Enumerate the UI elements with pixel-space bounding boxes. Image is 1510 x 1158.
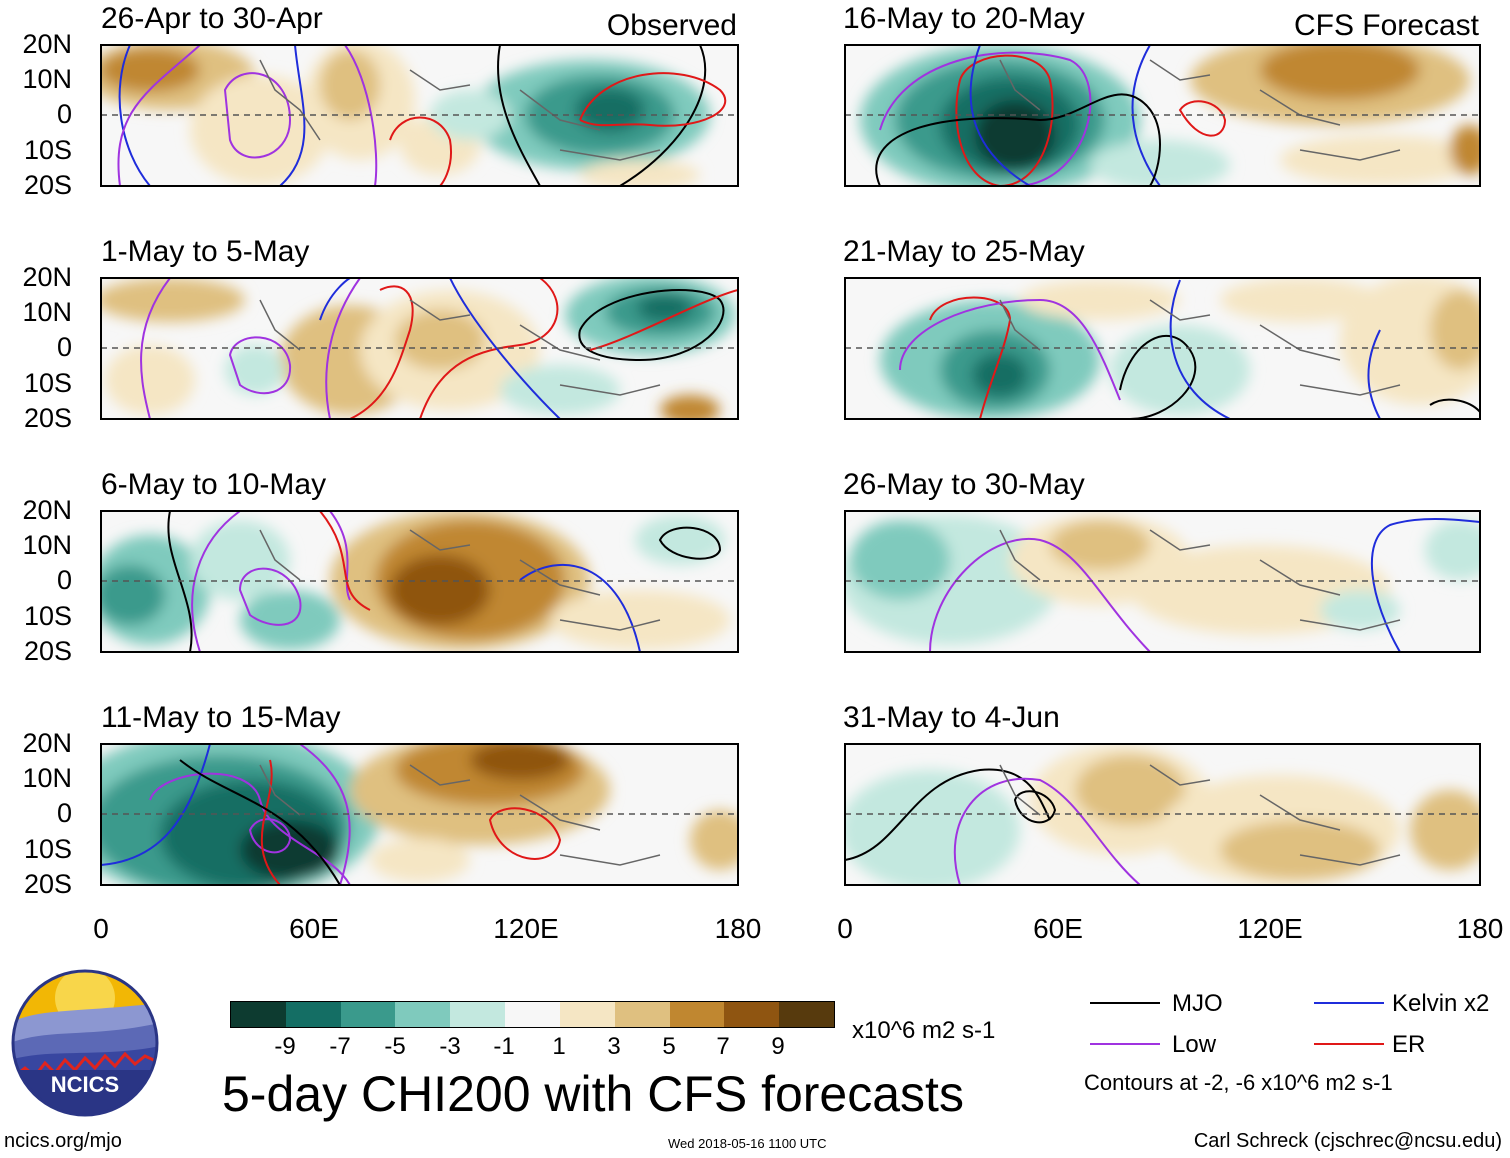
forecast-label: CFS Forecast	[1293, 9, 1479, 42]
ylabel-p4-10n: 10N	[22, 763, 72, 793]
colorbar-tick-2: -7	[329, 1033, 351, 1060]
ylabel-p2-0: 0	[56, 332, 72, 362]
ylabel-p2-10s: 10S	[23, 368, 72, 398]
panel-title-left-2: 1-May to 5-May	[101, 235, 310, 268]
colorbar-bin-9	[669, 1002, 725, 1027]
colorbar-tick-1: -9	[274, 1033, 296, 1060]
colorbar-bin-8	[614, 1002, 670, 1027]
ylabel-p1-20n: 20N	[22, 29, 72, 59]
map-panel-left-1	[100, 44, 739, 187]
ylabel-p3-20s: 20S	[23, 636, 72, 666]
colorbar-tick-9: 7	[716, 1033, 730, 1060]
colorbar-tick-3: -5	[384, 1033, 406, 1060]
colorbar-tick-7: 3	[607, 1033, 621, 1060]
panel-title-left-1: 26-Apr to 30-Apr	[101, 2, 323, 35]
colorbar-units: x10^6 m2 s-1	[852, 1017, 996, 1044]
ylabel-p2-20n: 20N	[22, 262, 72, 292]
colorbar-tick-5: -1	[493, 1033, 515, 1060]
ylabel-p1-20s: 20S	[23, 170, 72, 200]
panel-title-right-2: 21-May to 25-May	[843, 235, 1085, 268]
map-panel-right-3	[844, 510, 1481, 653]
ylabel-p1-10s: 10S	[23, 135, 72, 165]
ylabel-p3-20n: 20N	[22, 495, 72, 525]
ylabel-p2-20s: 20S	[23, 403, 72, 433]
colorbar-bin-5	[450, 1002, 506, 1027]
colorbar-bin-10	[724, 1002, 780, 1027]
main-title: 5-day CHI200 with CFS forecasts	[222, 1066, 964, 1122]
panel-title-left-3: 6-May to 10-May	[101, 468, 327, 501]
ylabel-p1-0: 0	[56, 99, 72, 129]
legend-label-er: ER	[1392, 1031, 1426, 1058]
map-panel-left-4	[100, 743, 739, 886]
colorbar-bin-1	[231, 1002, 286, 1027]
colorbar-bin-11	[779, 1002, 834, 1027]
logo-text: NCICS	[51, 1072, 119, 1097]
ylabel-p4-0: 0	[56, 798, 72, 828]
colorbar-tick-10: 9	[771, 1033, 785, 1060]
map-panel-right-1	[844, 44, 1481, 187]
xlabel-left-120e: 120E	[493, 913, 559, 944]
colorbar-tick-4: -3	[439, 1033, 461, 1060]
map-panel-left-2	[100, 277, 739, 420]
xlabel-right-60e: 60E	[1033, 913, 1083, 944]
colorbar-bin-2	[285, 1002, 341, 1027]
xlabel-left-60e: 60E	[289, 913, 339, 944]
colorbar-bin-3	[340, 1002, 396, 1027]
colorbar-bin-4	[395, 1002, 451, 1027]
ylabel-p3-10s: 10S	[23, 601, 72, 631]
colorbar-bin-7	[559, 1002, 615, 1027]
panel-title-right-3: 26-May to 30-May	[843, 468, 1085, 501]
legend-contour-note: Contours at -2, -6 x10^6 m2 s-1	[1084, 1070, 1393, 1095]
observed-label: Observed	[606, 9, 737, 42]
colorbar-tick-8: 5	[662, 1033, 676, 1060]
ylabel-p4-20s: 20S	[23, 869, 72, 899]
legend-label-mjo: MJO	[1172, 990, 1223, 1017]
map-panel-right-4	[844, 743, 1481, 886]
map-panel-left-3	[100, 510, 739, 653]
ylabel-p1-10n: 10N	[22, 64, 72, 94]
colorbar	[230, 1001, 835, 1028]
legend-line-kelvin	[1314, 1002, 1384, 1004]
ncics-logo: NCICS	[11, 969, 159, 1117]
xlabel-right-0: 0	[837, 913, 853, 944]
legend-line-mjo	[1090, 1002, 1160, 1004]
xlabel-left-180: 180	[714, 913, 762, 944]
xlabel-right-120e: 120E	[1237, 913, 1303, 944]
legend-label-low: Low	[1172, 1031, 1217, 1058]
xlabel-left-0: 0	[93, 913, 109, 944]
ylabel-p3-0: 0	[56, 565, 72, 595]
colorbar-tick-6: 1	[552, 1033, 566, 1060]
map-panel-right-2	[844, 277, 1481, 420]
footer-timestamp: Wed 2018-05-16 1100 UTC	[668, 1136, 827, 1151]
panel-title-left-4: 11-May to 15-May	[101, 701, 341, 734]
ylabel-p4-10s: 10S	[23, 834, 72, 864]
map-panels	[100, 44, 1481, 886]
legend-label-kelvin: Kelvin x2	[1392, 990, 1490, 1017]
ylabel-p3-10n: 10N	[22, 530, 72, 560]
ylabel-p2-10n: 10N	[22, 297, 72, 327]
legend-line-er	[1314, 1043, 1384, 1045]
panel-title-right-4: 31-May to 4-Jun	[843, 701, 1060, 734]
panel-title-right-1: 16-May to 20-May	[843, 2, 1085, 35]
xlabel-right-180: 180	[1456, 913, 1504, 944]
legend-line-low	[1090, 1043, 1160, 1045]
colorbar-bin-6	[505, 1002, 560, 1027]
ylabel-p4-20n: 20N	[22, 728, 72, 758]
footer-url[interactable]: ncics.org/mjo	[4, 1130, 122, 1152]
footer-credit: Carl Schreck (cjschrec@ncsu.edu)	[1193, 1130, 1502, 1152]
